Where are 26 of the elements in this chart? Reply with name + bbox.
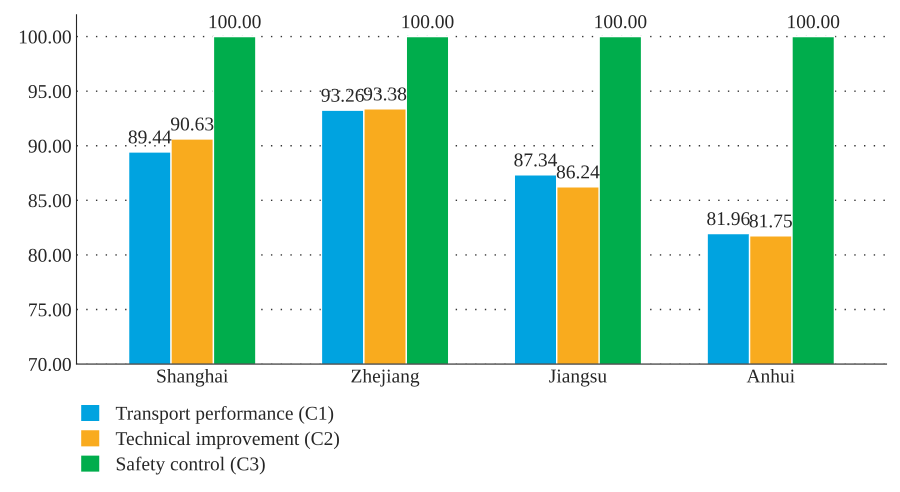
y-tick-label: 100.00: [20, 30, 71, 44]
x-tick-label: Anhui: [746, 368, 795, 383]
data-label: 89.44: [128, 130, 172, 144]
data-label: 100.00: [788, 15, 840, 28]
y-tick-label: 90.00: [28, 140, 71, 153]
y-tick-label: 80.00: [28, 248, 71, 262]
x-tick-label: Shanghai: [157, 368, 228, 387]
data-label: 93.38: [364, 87, 406, 101]
legend-label: Safety control (C3): [116, 456, 265, 474]
x-tick-label: Zhejiang: [351, 368, 420, 387]
y-tick-label: 75.00: [29, 303, 71, 317]
data-label: 100.00: [210, 15, 261, 28]
data-label: 81.75: [750, 214, 792, 228]
y-tick-label: 95.00: [28, 84, 71, 98]
legend-label: Transport performance (C1): [116, 406, 334, 424]
data-label: 93.26: [321, 88, 364, 102]
data-label: 86.24: [556, 165, 600, 179]
data-label: 90.63: [170, 117, 214, 131]
data-label: 100.00: [595, 15, 646, 28]
data-label: 87.34: [514, 153, 558, 167]
data-label: 81.96: [707, 212, 750, 226]
x-tick-label: Jiangsu: [549, 370, 607, 387]
data-label: 100.00: [402, 15, 454, 28]
legend-label: Technical improvement (C2): [116, 431, 339, 450]
y-tick-label: 85.00: [28, 194, 71, 208]
y-tick-label: 70.00: [29, 358, 71, 372]
